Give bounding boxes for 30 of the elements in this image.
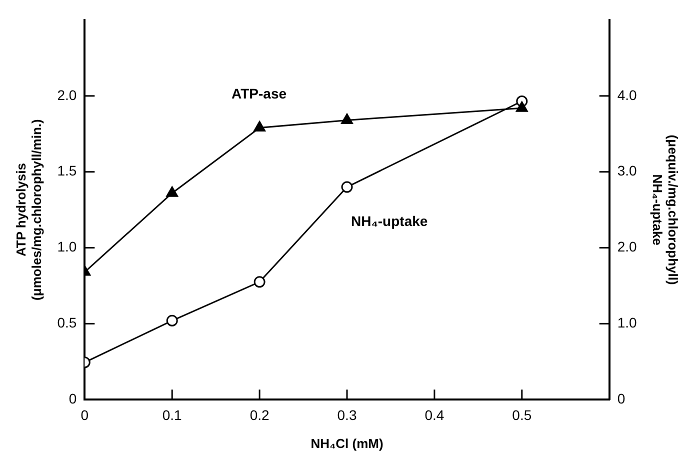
text: (μmoles/mg.chlorophyll/min.) — [28, 119, 44, 300]
y-tick-label: 1.0 — [57, 238, 77, 255]
text: (μequiv./mg.chlorophyll) — [666, 134, 681, 285]
y2-tick-label: 4.0 — [617, 86, 638, 103]
series-label: NH₄-uptake — [351, 212, 428, 229]
x-axis-title: NH₄Cl (mM) — [310, 436, 384, 451]
x-tick-label: 0.2 — [250, 406, 270, 423]
y2-tick-label: 3.0 — [617, 162, 638, 179]
point — [254, 276, 266, 288]
point — [166, 314, 178, 326]
point — [166, 186, 178, 197]
text: NH₄-uptake — [650, 174, 666, 246]
point — [341, 113, 353, 124]
point — [516, 101, 528, 112]
x-tick-label: 0.5 — [512, 406, 532, 423]
y-tick-label: 2.0 — [57, 86, 77, 103]
y2-tick-label: 0 — [617, 390, 626, 406]
point — [254, 121, 266, 132]
series-label: ATP-ase — [232, 86, 287, 102]
x-tick-label: 0.1 — [162, 406, 182, 423]
y-tick-label: 0.5 — [57, 314, 77, 331]
x-tick-label: 0.3 — [337, 406, 357, 423]
text: ATP hydrolysis — [13, 163, 28, 257]
y2-tick-label: 2.0 — [617, 238, 638, 255]
y2-tick-label: 1.0 — [617, 314, 638, 331]
y-tick-label: 1.5 — [57, 162, 77, 179]
x-tick-label: 0 — [80, 406, 89, 423]
y-tick-label: 0 — [68, 390, 77, 406]
point — [341, 181, 353, 193]
x-tick-label: 0.4 — [424, 406, 444, 423]
